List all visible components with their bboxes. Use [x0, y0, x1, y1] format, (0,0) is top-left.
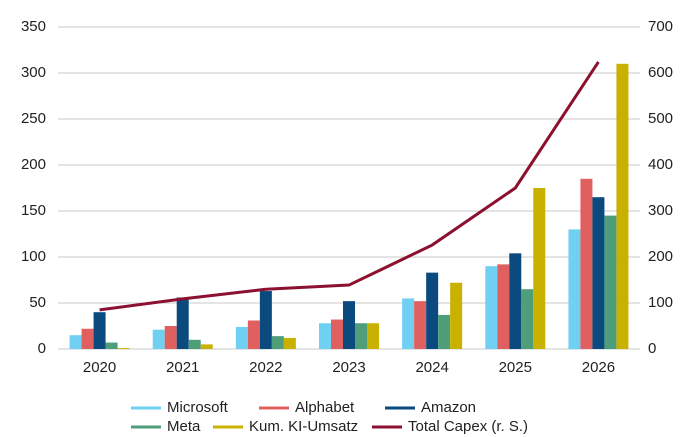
- line: [99, 61, 600, 312]
- bar: [247, 320, 260, 349]
- y2-tick-label: 500: [648, 110, 673, 127]
- bar: [616, 63, 629, 350]
- bar: [367, 323, 379, 349]
- bar: [533, 188, 546, 349]
- legend-label: Alphabet: [295, 399, 355, 416]
- y-tick-label: 100: [21, 248, 46, 265]
- legend-label: Amazon: [421, 399, 476, 416]
- legend-label: Microsoft: [167, 399, 229, 416]
- bar: [568, 229, 581, 349]
- bar: [509, 253, 522, 349]
- y2-tick-label: 400: [648, 156, 673, 173]
- x-tick-label: 2025: [499, 359, 532, 376]
- bar: [485, 266, 498, 349]
- x-tick-label: 2024: [415, 359, 448, 376]
- bar: [259, 291, 272, 349]
- y-tick-label: 250: [21, 110, 46, 127]
- bar: [152, 329, 165, 349]
- x-tick-label: 2020: [83, 359, 116, 376]
- y2-tick-label: 0: [648, 340, 656, 357]
- bar: [200, 344, 213, 349]
- bar: [188, 339, 201, 349]
- bar: [283, 337, 296, 349]
- y2-tick-label: 300: [648, 202, 673, 219]
- bar: [497, 264, 510, 349]
- x-tick-label: 2023: [332, 359, 365, 376]
- bar: [81, 328, 94, 349]
- bar: [117, 348, 130, 349]
- y-tick-label: 50: [29, 294, 46, 311]
- bar: [402, 298, 415, 349]
- y-tick-label: 200: [21, 156, 46, 173]
- bar: [164, 326, 177, 349]
- y-tick-label: 0: [38, 340, 46, 357]
- bar: [319, 323, 331, 349]
- y2-tick-label: 700: [648, 18, 673, 35]
- bar: [69, 335, 82, 349]
- bar: [592, 197, 605, 349]
- bar: [604, 215, 617, 349]
- y-tick-label: 350: [21, 18, 46, 35]
- legend-label: Total Capex (r. S.): [408, 418, 528, 435]
- legend-label: Kum. KI-Umsatz: [249, 418, 358, 435]
- bar: [105, 342, 118, 349]
- x-tick-label: 2022: [249, 359, 282, 376]
- y2-tick-label: 600: [648, 64, 673, 81]
- bar: [271, 336, 284, 349]
- bar: [176, 297, 189, 349]
- x-tick-label: 2021: [166, 359, 199, 376]
- bar: [450, 282, 463, 349]
- bar: [438, 314, 451, 349]
- bar: [521, 289, 534, 349]
- y2-tick-label: 100: [648, 294, 673, 311]
- y-tick-label: 150: [21, 202, 46, 219]
- bar: [93, 312, 106, 349]
- bar: [343, 301, 355, 349]
- bar: [414, 301, 427, 349]
- y-tick-label: 300: [21, 64, 46, 81]
- bar: [580, 178, 593, 349]
- bar: [331, 319, 343, 349]
- y2-tick-label: 200: [648, 248, 673, 265]
- legend-label: Meta: [167, 418, 201, 435]
- bar: [235, 326, 248, 349]
- bar: [426, 272, 439, 349]
- x-tick-label: 2026: [582, 359, 615, 376]
- bar: [355, 323, 367, 349]
